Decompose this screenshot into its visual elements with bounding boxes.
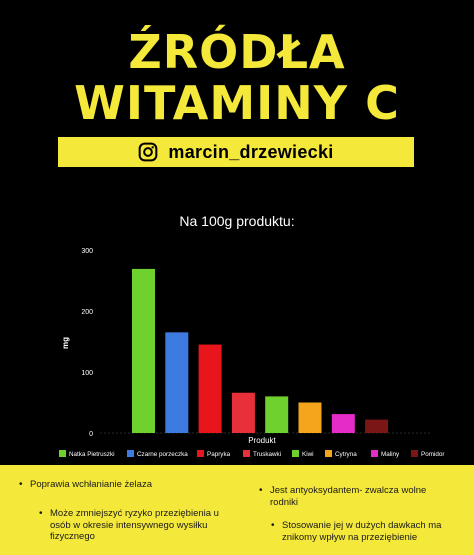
legend-label: Maliny	[381, 451, 400, 458]
bar	[198, 344, 222, 433]
y-tick-label: 100	[81, 370, 93, 377]
y-tick-label: 0	[89, 431, 93, 438]
legend-label: Czarne porzeczka	[137, 451, 188, 458]
legend-label: Cytryna	[335, 451, 357, 458]
legend-swatch	[59, 450, 66, 457]
legend-swatch	[292, 450, 299, 457]
bar-chart: Na 100g produktu: mg Produkt 0100200300 …	[59, 213, 444, 458]
instagram-handle: marcin_drzewiecki	[168, 141, 334, 162]
fact-item: • Może zmniejszyć ryzyko przeziębienia u…	[39, 508, 240, 543]
legend-label: Papryka	[207, 451, 231, 458]
legend-swatch	[371, 450, 378, 457]
legend-label: Natka Pietruszki	[69, 451, 115, 458]
bullet-dot: •	[19, 479, 23, 490]
y-axis-ticks: 0 100 200 300	[81, 248, 93, 438]
y-axis-label: mg	[61, 337, 70, 349]
title-line-2: WITAMINY C	[74, 76, 400, 130]
instagram-icon	[139, 142, 158, 162]
y-tick-label: 300	[81, 248, 93, 255]
bar	[132, 268, 155, 433]
facts-panel: • Poprawia wchłanianie żelaza • Jest ant…	[0, 465, 474, 555]
bullet-dot: •	[271, 520, 275, 531]
legend-label: Truskawki	[253, 451, 281, 458]
x-axis-label: Produkt	[248, 436, 276, 445]
fact-text: Jest antyoksydantem- zwalcza wolne rodni…	[270, 485, 427, 508]
fact-text: Poprawia wchłanianie żelaza	[30, 479, 152, 490]
bar	[331, 414, 355, 433]
legend-label: Pomidor	[421, 451, 444, 458]
legend-swatch	[127, 450, 134, 457]
bullet-dot: •	[39, 508, 43, 519]
legend-swatch	[411, 450, 418, 457]
fact-item: • Stosowanie jej w dużych dawkach ma zni…	[271, 520, 452, 543]
bar	[298, 402, 322, 433]
fact-item: • Jest antyoksydantem- zwalcza wolne rod…	[259, 485, 440, 508]
fact-text: Stosowanie jej w dużych dawkach ma zniko…	[282, 520, 442, 543]
bar	[231, 392, 255, 433]
handle-banner[interactable]: marcin_drzewiecki	[58, 137, 414, 167]
bar	[365, 419, 389, 433]
chart-title: Na 100g produktu:	[179, 213, 294, 229]
fact-text: Może zmniejszyć ryzyko przeziębienia u o…	[50, 508, 219, 542]
y-tick-label: 200	[81, 309, 93, 316]
bullet-dot: •	[259, 485, 263, 496]
bar	[165, 332, 189, 433]
legend-swatch	[243, 450, 250, 457]
bar	[265, 396, 289, 433]
legend-label: Kiwi	[302, 451, 314, 458]
bars-group	[132, 268, 389, 433]
legend-swatch	[197, 450, 204, 457]
legend-swatch	[325, 450, 332, 457]
fact-item: • Poprawia wchłanianie żelaza	[19, 479, 230, 491]
title-line-1: ŹRÓDŁA	[128, 25, 346, 79]
chart-legend: Natka Pietruszki Czarne porzeczka Papryka T…	[59, 450, 444, 458]
